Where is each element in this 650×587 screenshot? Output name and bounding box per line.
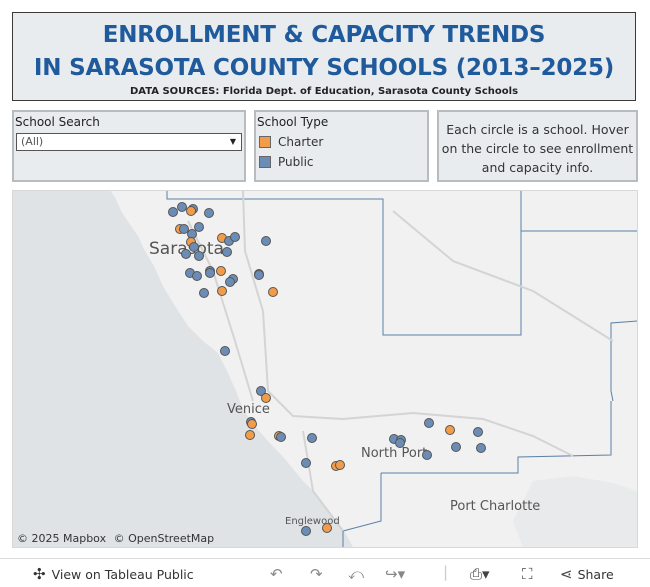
school-marker-charter[interactable] xyxy=(186,206,196,216)
gulf-water xyxy=(13,191,353,547)
school-marker-charter[interactable] xyxy=(335,460,345,470)
info-panel: Each circle is a school. Hover on the ci… xyxy=(437,110,638,182)
view-on-tableau-label: View on Tableau Public xyxy=(51,566,194,582)
public-swatch-icon xyxy=(259,156,271,168)
school-marker-public[interactable] xyxy=(194,222,204,232)
school-marker-public[interactable] xyxy=(276,432,286,442)
download-icon: ⎙▾ xyxy=(470,565,490,583)
charter-swatch-icon xyxy=(259,136,271,148)
view-on-tableau-button[interactable]: ✣ View on Tableau Public xyxy=(33,565,194,583)
osm-attribution[interactable]: © OpenStreetMap xyxy=(113,532,215,545)
school-marker-public[interactable] xyxy=(199,288,209,298)
school-marker-charter[interactable] xyxy=(247,419,257,429)
school-marker-public[interactable] xyxy=(168,207,178,217)
share-label: Share xyxy=(577,566,614,582)
undo-icon: ↶ xyxy=(270,565,283,583)
school-marker-public[interactable] xyxy=(424,418,434,428)
school-search-value: (All) xyxy=(21,135,44,148)
page-title-line1: ENROLLMENT & CAPACITY TRENDS xyxy=(102,22,546,48)
tableau-logo-icon: ✣ xyxy=(33,565,46,583)
fullscreen-button[interactable]: ⛶ xyxy=(522,565,533,583)
school-search-panel: School Search (All) ▼ xyxy=(12,110,246,182)
school-marker-public[interactable] xyxy=(254,270,264,280)
school-marker-public[interactable] xyxy=(301,526,311,536)
charlotte-harbor xyxy=(513,476,637,547)
forward-icon: ↪▾ xyxy=(385,565,406,583)
school-marker-public[interactable] xyxy=(205,268,215,278)
school-marker-charter[interactable] xyxy=(261,393,271,403)
roads xyxy=(187,191,614,532)
label-north-port: North Port xyxy=(361,446,427,461)
school-marker-public[interactable] xyxy=(230,232,240,242)
school-marker-public[interactable] xyxy=(220,346,230,356)
revert-icon: ⤺ xyxy=(348,565,365,583)
school-marker-public[interactable] xyxy=(222,247,232,257)
label-port-charlotte: Port Charlotte xyxy=(450,499,540,514)
school-marker-public[interactable] xyxy=(261,236,271,246)
school-marker-public[interactable] xyxy=(301,458,311,468)
title-banner: ENROLLMENT & CAPACITY TRENDS IN SARASOTA… xyxy=(12,12,636,101)
school-marker-public[interactable] xyxy=(181,249,191,259)
mapbox-attribution[interactable]: © 2025 Mapbox xyxy=(17,532,107,545)
county-boundaries xyxy=(166,191,637,547)
download-button[interactable]: ⎙▾ xyxy=(470,565,490,583)
dropdown-arrow-icon: ▼ xyxy=(229,137,236,146)
school-marker-charter[interactable] xyxy=(217,286,227,296)
school-marker-public[interactable] xyxy=(194,251,204,261)
school-marker-public[interactable] xyxy=(451,442,461,452)
school-marker-public[interactable] xyxy=(256,386,266,396)
school-marker-charter[interactable] xyxy=(216,266,226,276)
fullscreen-icon: ⛶ xyxy=(522,565,533,583)
page-title-line2: IN SARASOTA COUNTY SCHOOLS (2013–2025) xyxy=(33,55,615,81)
school-marker-public[interactable] xyxy=(473,427,483,437)
school-marker-public[interactable] xyxy=(476,443,486,453)
info-text: Each circle is a school. Hover on the ci… xyxy=(441,122,634,175)
school-marker-public[interactable] xyxy=(204,208,214,218)
school-marker-public[interactable] xyxy=(422,450,432,460)
place-labels: Sarasota Venice North Port Port Charlott… xyxy=(149,239,540,527)
label-sarasota: Sarasota xyxy=(149,239,224,259)
school-search-label: School Search xyxy=(15,115,100,129)
school-map[interactable]: Sarasota Venice North Port Port Charlott… xyxy=(12,190,638,548)
undo-button[interactable]: ↶ xyxy=(270,565,283,583)
map-attribution: © 2025 Mapbox © OpenStreetMap xyxy=(17,532,218,545)
share-icon: ⋖ xyxy=(560,565,573,583)
legend-item-public[interactable]: Public xyxy=(259,155,314,169)
forward-button[interactable]: ↪▾ xyxy=(385,565,405,583)
school-marker-public[interactable] xyxy=(225,277,235,287)
school-marker-public[interactable] xyxy=(189,242,199,252)
toolbar-divider: | xyxy=(443,563,449,581)
school-marker-public[interactable] xyxy=(177,202,187,212)
school-markers xyxy=(168,202,486,536)
revert-button[interactable]: ⤺ xyxy=(348,565,364,583)
school-search-dropdown[interactable]: (All) ▼ xyxy=(16,133,242,151)
legend-label-public: Public xyxy=(278,155,314,169)
school-marker-public[interactable] xyxy=(192,271,202,281)
school-type-legend: School Type Charter Public xyxy=(254,110,429,182)
label-englewood: Englewood xyxy=(285,516,340,527)
school-marker-charter[interactable] xyxy=(322,523,332,533)
school-marker-charter[interactable] xyxy=(245,430,255,440)
share-button[interactable]: ⋖ Share xyxy=(560,565,614,583)
legend-item-charter[interactable]: Charter xyxy=(259,135,323,149)
school-marker-charter[interactable] xyxy=(268,287,278,297)
label-venice: Venice xyxy=(227,402,270,417)
map-canvas: Sarasota Venice North Port Port Charlott… xyxy=(13,191,637,547)
legend-label-charter: Charter xyxy=(278,135,324,149)
school-type-label: School Type xyxy=(257,115,329,129)
school-marker-public[interactable] xyxy=(307,433,317,443)
tableau-toolbar: ✣ View on Tableau Public ↶ ↷ ⤺ ↪▾ | ⎙▾ ⛶… xyxy=(0,558,650,587)
school-marker-public[interactable] xyxy=(395,438,405,448)
school-marker-charter[interactable] xyxy=(445,425,455,435)
data-sources: DATA SOURCES: Florida Dept. of Education… xyxy=(129,86,519,97)
redo-icon: ↷ xyxy=(310,565,323,583)
school-marker-public[interactable] xyxy=(179,224,189,234)
redo-button[interactable]: ↷ xyxy=(310,565,323,583)
